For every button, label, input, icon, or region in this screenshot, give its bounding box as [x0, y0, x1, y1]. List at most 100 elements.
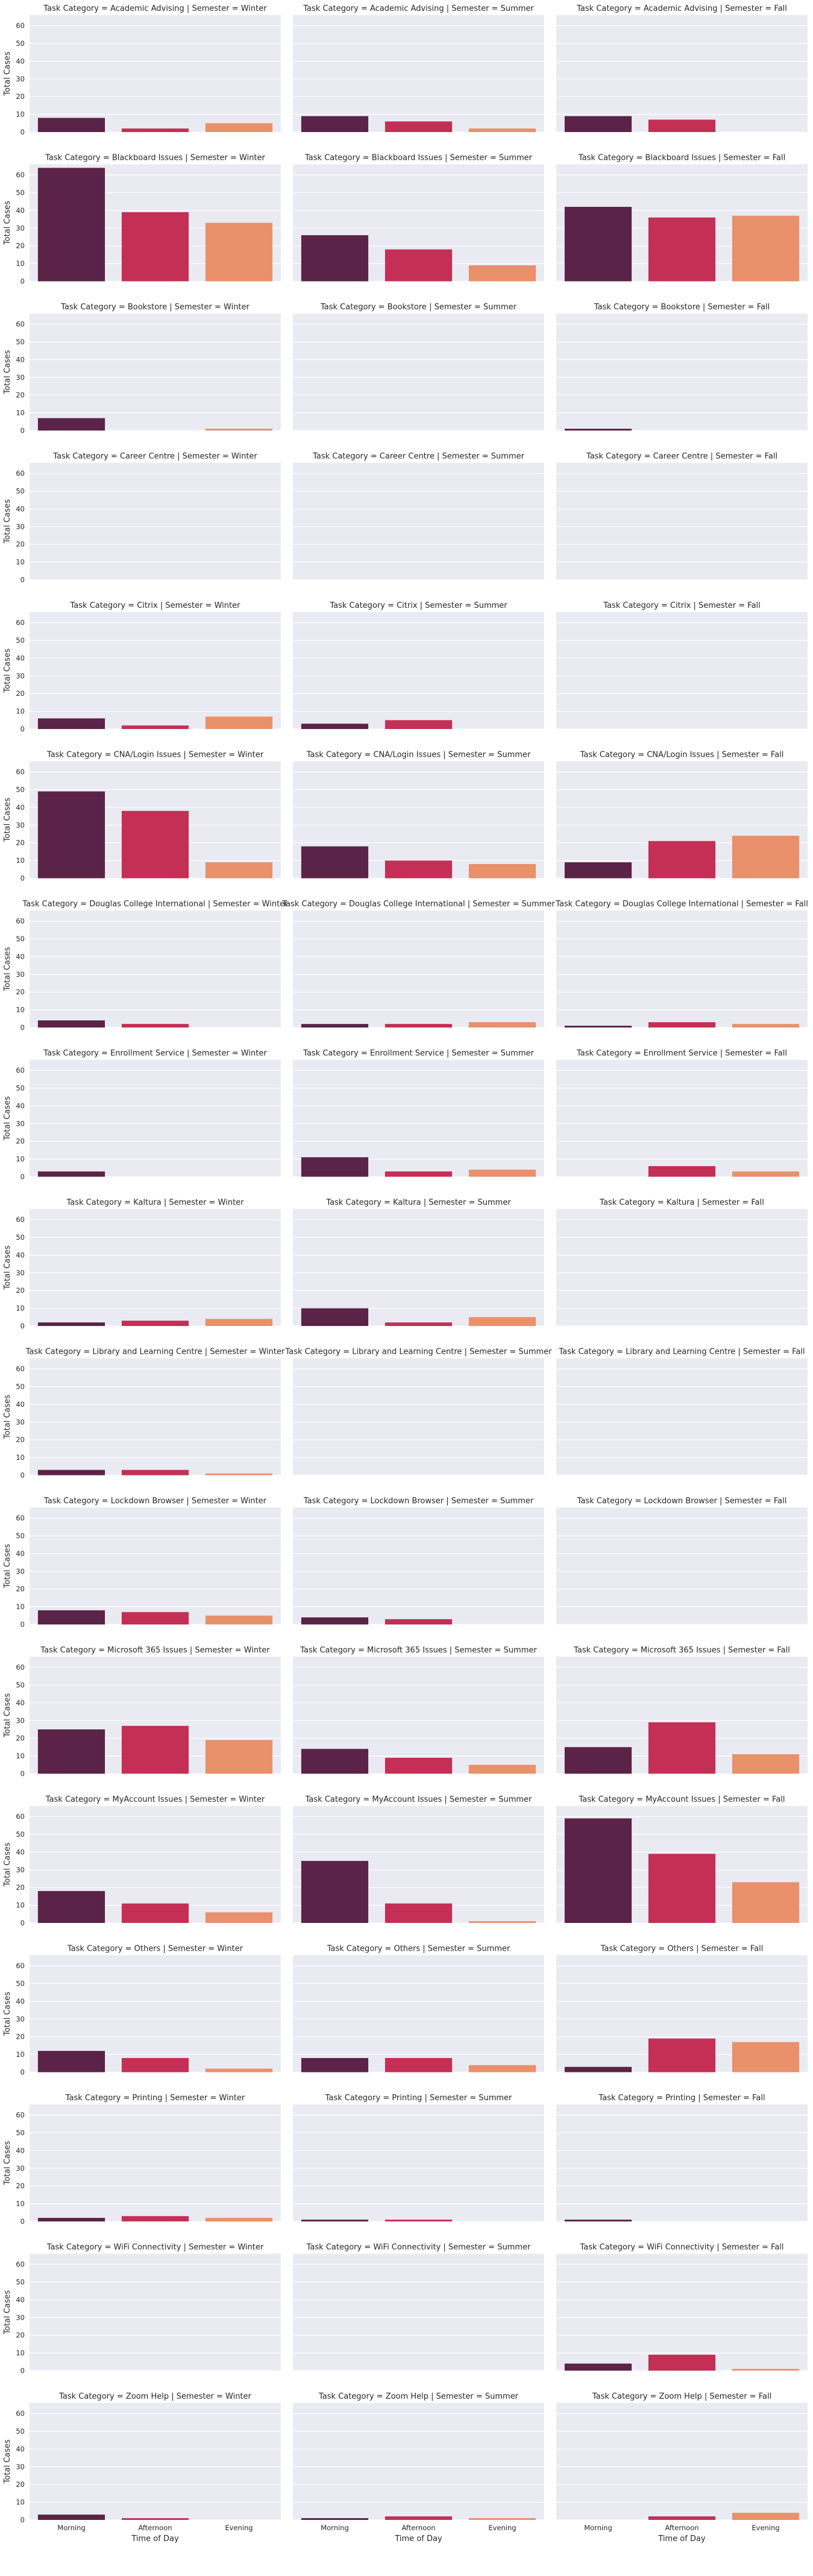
panel-background	[30, 1358, 281, 1476]
y-tick-label: 0	[20, 1322, 25, 1330]
y-tick-label: 50	[16, 1084, 25, 1093]
y-tick-label: 30	[16, 1269, 25, 1277]
y-tick-label: 30	[16, 224, 25, 232]
facet-panel: Task Category = Kaltura | Semester = Sum…	[293, 1198, 544, 1327]
panel-background	[30, 2253, 281, 2371]
facet-title: Task Category = Academic Advising | Seme…	[43, 4, 267, 13]
bar	[121, 810, 189, 879]
bar	[468, 1317, 536, 1326]
y-tick-label: 10	[16, 2349, 25, 2357]
facet-panel: Task Category = Lockdown Browser | Semes…	[3, 1497, 281, 1629]
facet-title: Task Category = Lockdown Browser | Semes…	[303, 1497, 534, 1506]
y-tick-label: 30	[16, 1567, 25, 1576]
y-tick-label: 50	[16, 786, 25, 794]
y-tick-label: 30	[16, 2463, 25, 2471]
y-tick-label: 60	[16, 1216, 25, 1224]
y-axis-label: Total Cases	[3, 1842, 12, 1887]
y-tick-label: 40	[16, 952, 25, 961]
x-axis-label: Time of Day	[394, 2534, 442, 2543]
facet-panel: Task Category = Blackboard Issues | Seme…	[556, 154, 808, 282]
bar	[648, 841, 716, 879]
bar	[468, 1169, 536, 1177]
y-axis-label: Total Cases	[3, 350, 12, 394]
bar	[648, 2355, 716, 2371]
y-tick-label: 20	[16, 2182, 25, 2190]
y-tick-label: 10	[16, 856, 25, 865]
bar	[385, 1322, 453, 1326]
facet-panel: Task Category = Lockdown Browser | Semes…	[293, 1497, 544, 1625]
facet-title: Task Category = Citrix | Semester = Summ…	[329, 601, 507, 610]
bar	[301, 1617, 369, 1624]
y-tick-label: 20	[16, 988, 25, 996]
y-tick-label: 50	[16, 636, 25, 645]
bar	[385, 1619, 453, 1624]
facet-panel: Task Category = Douglas College Internat…	[281, 900, 555, 1028]
facet-panel: Task Category = Career Centre | Semester…	[293, 452, 544, 581]
facet-panel: Task Category = WiFi Connectivity | Seme…	[3, 2243, 281, 2375]
bar	[648, 1022, 716, 1028]
facet-title: Task Category = Zoom Help | Semester = W…	[58, 2392, 251, 2401]
bar	[37, 418, 105, 431]
facet-title: Task Category = Career Centre | Semester…	[52, 452, 257, 461]
y-tick-label: 60	[16, 469, 25, 478]
panel-background	[556, 314, 808, 431]
y-tick-label: 10	[16, 1752, 25, 1760]
y-tick-label: 40	[16, 1102, 25, 1110]
y-tick-label: 60	[16, 1962, 25, 1970]
y-tick-label: 30	[16, 1418, 25, 1426]
bar	[37, 2514, 105, 2520]
panel-background	[30, 462, 281, 580]
facet-title: Task Category = Lockdown Browser | Semes…	[43, 1497, 267, 1506]
bar	[121, 2216, 189, 2221]
bar	[648, 2038, 716, 2072]
y-tick-label: 0	[20, 576, 25, 584]
y-tick-label: 60	[16, 22, 25, 30]
x-tick-label: Evening	[488, 2524, 516, 2532]
bar	[648, 2516, 716, 2520]
bar	[385, 1758, 453, 1774]
facet-panel: Task Category = WiFi Connectivity | Seme…	[556, 2243, 808, 2372]
facet-title: Task Category = Others | Semester = Wint…	[67, 1945, 243, 1954]
panel-background	[293, 462, 544, 580]
y-tick-label: 20	[16, 2331, 25, 2340]
bar	[564, 116, 632, 132]
bar	[468, 2518, 536, 2520]
bar	[385, 1171, 453, 1177]
bar	[37, 718, 105, 729]
y-tick-label: 60	[16, 768, 25, 776]
bar	[121, 1024, 189, 1028]
bar	[468, 128, 536, 132]
bar	[301, 1024, 369, 1028]
panel-background	[30, 612, 281, 729]
y-axis-label: Total Cases	[3, 2439, 12, 2484]
facet-panel: Task Category = Enrollment Service | Sem…	[3, 1049, 281, 1181]
facet-title: Task Category = Bookstore | Semester = W…	[60, 303, 250, 312]
y-tick-label: 50	[16, 338, 25, 346]
y-tick-label: 50	[16, 935, 25, 943]
y-tick-label: 10	[16, 2050, 25, 2059]
bar	[468, 1764, 536, 1774]
y-tick-label: 50	[16, 1980, 25, 1988]
y-tick-label: 10	[16, 1453, 25, 1462]
y-tick-label: 30	[16, 2164, 25, 2173]
facet-title: Task Category = MyAccount Issues | Semes…	[305, 1795, 532, 1804]
facet-title: Task Category = Enrollment Service | Sem…	[576, 1049, 787, 1058]
y-tick-label: 10	[16, 1304, 25, 1313]
facet-panel: Task Category = Microsoft 365 Issues | S…	[556, 1646, 808, 1775]
bar	[564, 2363, 632, 2371]
y-axis-label: Total Cases	[3, 798, 12, 842]
facet-panel: Task Category = Citrix | Semester = Fall	[556, 601, 808, 730]
facet-title: Task Category = Zoom Help | Semester = S…	[318, 2392, 519, 2401]
facet-title: Task Category = Douglas College Internat…	[281, 900, 555, 909]
facet-title: Task Category = Blackboard Issues | Seme…	[45, 154, 265, 163]
facet-title: Task Category = Bookstore | Semester = F…	[594, 303, 770, 312]
panel-background	[293, 1507, 544, 1624]
facet-title: Task Category = Others | Semester = Fall	[600, 1945, 764, 1954]
bar	[121, 1903, 189, 1923]
facet-panel: Task Category = Printing | Semester = Wi…	[3, 2094, 281, 2226]
x-tick-label: Afternoon	[665, 2524, 698, 2532]
panel-background	[293, 911, 544, 1028]
panel-background	[556, 1358, 808, 1476]
facet-panel: Task Category = CNA/Login Issues | Semes…	[293, 751, 544, 879]
